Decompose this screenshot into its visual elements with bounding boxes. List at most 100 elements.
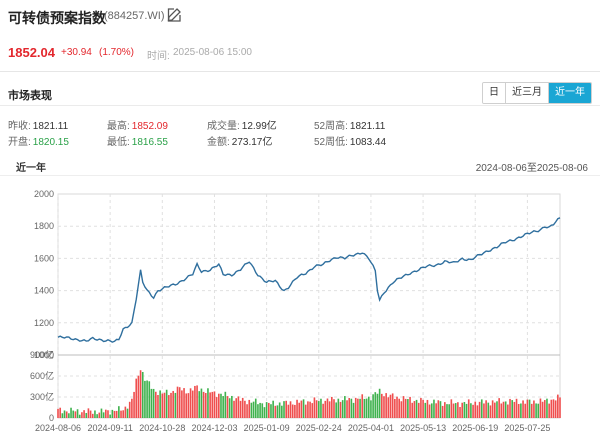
volume-bar bbox=[559, 397, 561, 418]
volume-bar bbox=[302, 399, 305, 418]
volume-bar bbox=[228, 398, 231, 418]
price-tick-label: 1000 bbox=[34, 350, 54, 360]
volume-bar bbox=[344, 396, 346, 418]
volume-bar bbox=[281, 405, 283, 418]
volume-bar bbox=[326, 398, 329, 418]
volume-bar bbox=[122, 410, 125, 418]
volume-bar bbox=[272, 400, 274, 418]
volume-bar bbox=[231, 395, 233, 418]
open-value: 1820.15 bbox=[32, 137, 69, 148]
volume-bar bbox=[537, 403, 540, 418]
period-date-range: 2024-08-06至2025-08-06 bbox=[475, 163, 588, 174]
stat-volume: 成交量: 12.99亿 bbox=[207, 121, 277, 132]
volume-bar bbox=[309, 401, 311, 418]
volume-bar bbox=[202, 391, 205, 418]
volume-bar bbox=[89, 410, 92, 418]
volume-bar bbox=[448, 404, 450, 418]
index-code: (884257.WI) bbox=[104, 10, 165, 22]
volume-bar bbox=[148, 381, 151, 418]
volume-bar bbox=[146, 380, 148, 418]
volume-bar bbox=[372, 394, 374, 418]
volume-bar bbox=[470, 403, 472, 418]
volume-bar bbox=[113, 410, 116, 418]
volume-bar bbox=[548, 403, 550, 418]
volume-bar bbox=[435, 403, 437, 418]
volume-bar bbox=[287, 404, 290, 418]
x-tick-label: 2024-10-28 bbox=[139, 423, 185, 433]
volume-bar bbox=[215, 397, 218, 418]
volume-bar bbox=[550, 399, 553, 418]
volume-bar bbox=[389, 394, 392, 418]
volume-bar bbox=[209, 392, 211, 418]
edit-icon[interactable] bbox=[166, 7, 182, 23]
volume-bar bbox=[289, 401, 292, 418]
volume-bar bbox=[246, 404, 248, 418]
volume-bar bbox=[296, 399, 298, 418]
volume-bar bbox=[237, 396, 240, 418]
volume-bar bbox=[85, 412, 88, 418]
volume-bar bbox=[474, 401, 477, 418]
volume-bar bbox=[78, 414, 81, 418]
volume-bar bbox=[396, 396, 398, 418]
volume-bar bbox=[189, 388, 192, 418]
volume-bar bbox=[294, 404, 296, 418]
price-tick-label: 1600 bbox=[34, 253, 54, 263]
volume-bar bbox=[224, 391, 227, 418]
volume-bar bbox=[374, 392, 377, 418]
stat-52w-high: 52周高: 1821.11 bbox=[314, 121, 386, 132]
low52-value: 1083.44 bbox=[349, 137, 387, 148]
index-title: 可转债预案指数 bbox=[8, 10, 106, 26]
x-tick-label: 2024-08-06 bbox=[35, 423, 81, 433]
volume-bar bbox=[207, 388, 209, 418]
volume-bar bbox=[59, 407, 61, 418]
volume-bar bbox=[181, 390, 183, 418]
volume-bar bbox=[502, 401, 505, 418]
volume-bar bbox=[94, 410, 96, 418]
volume-bar bbox=[402, 396, 405, 418]
volume-bar bbox=[70, 407, 72, 418]
volume-bar bbox=[424, 402, 427, 418]
x-tick-label: 2024-09-11 bbox=[87, 423, 132, 433]
volume-bar bbox=[452, 403, 455, 418]
volume-bar bbox=[543, 400, 546, 418]
volume-bar bbox=[467, 399, 470, 418]
volume-bar bbox=[109, 414, 111, 418]
volume-bar bbox=[498, 398, 500, 418]
range-button-1y[interactable]: 近一年 bbox=[548, 83, 591, 103]
price-tick-label: 1400 bbox=[34, 286, 54, 296]
volume-bar bbox=[459, 407, 461, 418]
volume-bar bbox=[157, 395, 159, 418]
volume-bar bbox=[198, 391, 201, 418]
volume-bar bbox=[398, 398, 400, 418]
volume-bar bbox=[491, 400, 494, 418]
volume-bar bbox=[141, 371, 144, 418]
volume-bar bbox=[102, 412, 105, 418]
volume-bar bbox=[265, 402, 268, 418]
volume-bar bbox=[370, 400, 372, 418]
volume-bar bbox=[539, 398, 542, 418]
quote-time: 2025-08-06 15:00 bbox=[173, 47, 252, 58]
volume-bar bbox=[348, 398, 351, 418]
volume-bar bbox=[513, 401, 516, 418]
volume-bar bbox=[124, 406, 127, 418]
volume-bar bbox=[439, 401, 442, 418]
volume-bar bbox=[248, 399, 251, 418]
volume-bar bbox=[98, 412, 101, 418]
volume-bar bbox=[200, 388, 203, 418]
x-tick-label: 2025-05-13 bbox=[400, 423, 446, 433]
x-tick-label: 2025-01-09 bbox=[244, 423, 290, 433]
volume-bar bbox=[507, 404, 509, 418]
volume-bar bbox=[317, 401, 320, 418]
volume-bar bbox=[298, 402, 301, 418]
volume-bar bbox=[541, 401, 544, 418]
volume-bar bbox=[546, 398, 548, 418]
stat-prev-close: 昨收: 1821.11 bbox=[8, 121, 69, 132]
range-button-day[interactable]: 日 bbox=[483, 83, 505, 103]
price-tick-label: 1800 bbox=[34, 221, 54, 231]
volume-bar bbox=[428, 404, 431, 418]
volume-bar bbox=[131, 398, 133, 418]
range-button-3m[interactable]: 近三月 bbox=[505, 83, 548, 103]
volume-bar bbox=[433, 399, 435, 418]
volume-bar bbox=[511, 400, 514, 418]
x-tick-label: 2024-12-03 bbox=[191, 423, 237, 433]
